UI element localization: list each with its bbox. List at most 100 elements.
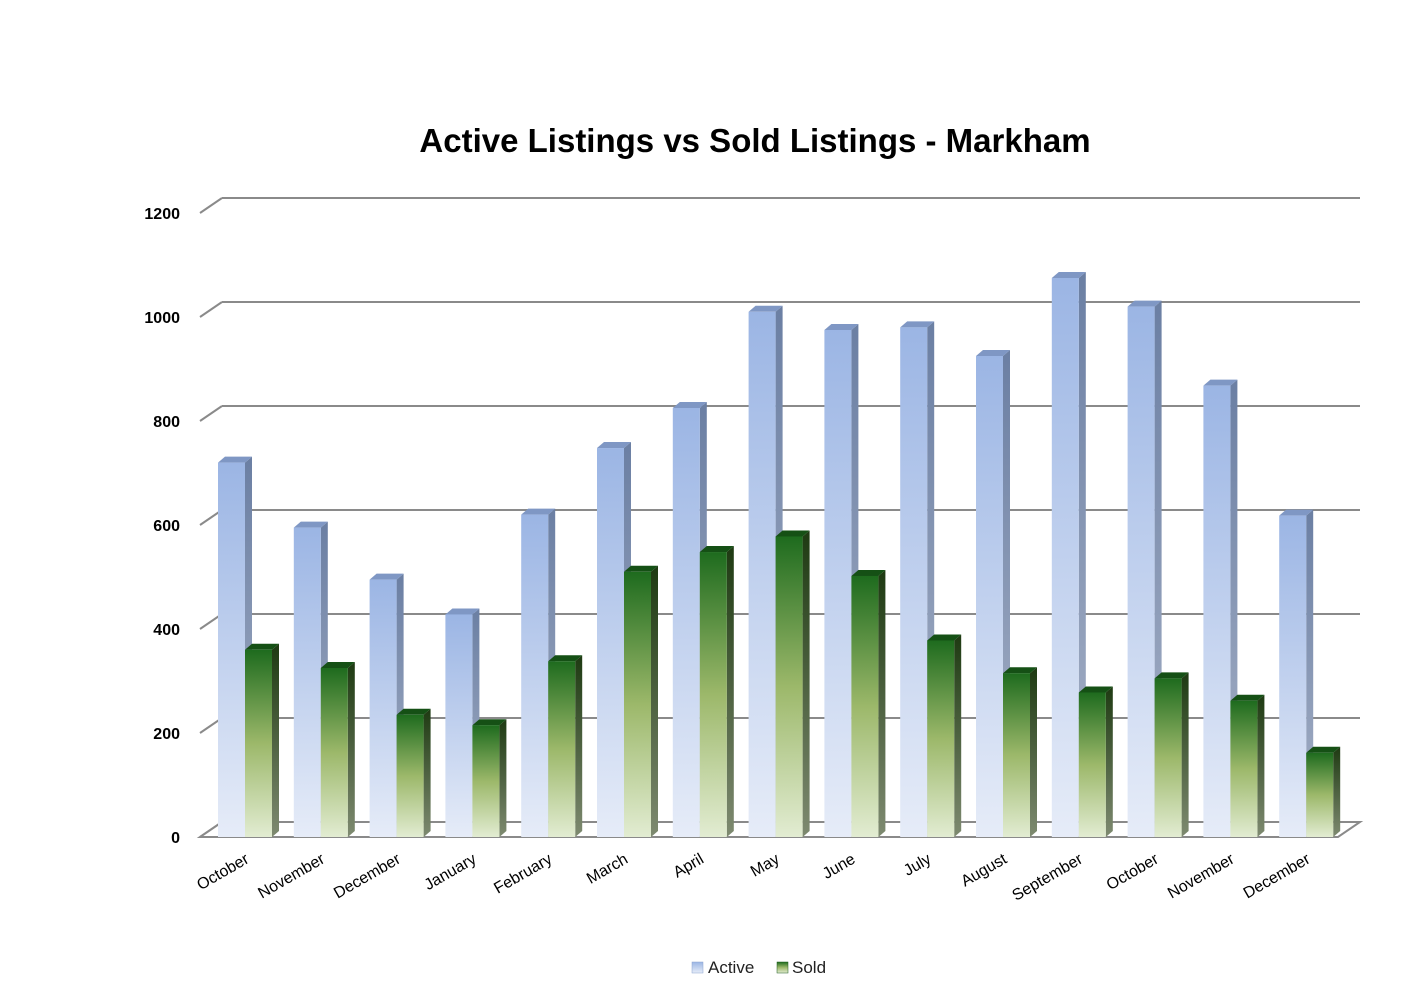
bar-sold: [320, 662, 355, 837]
x-tick-label: October: [1104, 850, 1162, 894]
x-tick-label: March: [584, 851, 631, 888]
x-axis-ticks: October November December January February Ma…: [194, 850, 1314, 904]
bar-front: [900, 327, 928, 837]
bar-top: [320, 662, 355, 668]
y-tick-label: 600: [153, 518, 180, 535]
bar-top: [1230, 694, 1265, 701]
bar-top: [699, 546, 734, 553]
bar-active: [521, 508, 556, 837]
bar-top: [1306, 746, 1341, 753]
bar-front: [1230, 700, 1258, 837]
bar-top: [900, 321, 935, 328]
bar-front: [245, 649, 272, 837]
bar-top: [245, 643, 279, 650]
bar-top: [1127, 300, 1162, 307]
bar-top: [775, 530, 810, 537]
bar-top: [521, 508, 556, 515]
bar-front: [1127, 306, 1155, 838]
y-axis-ticks: 0 200 400 600 800 1000 1200: [144, 206, 180, 847]
bar-front: [624, 571, 651, 837]
bar-top: [824, 324, 859, 330]
y-tick-label: 1200: [144, 206, 180, 223]
bar-front: [369, 579, 397, 837]
bar-top: [597, 442, 631, 449]
bar-front: [472, 725, 500, 837]
legend-label-active: Active: [708, 958, 754, 977]
bar-sold: [1078, 686, 1113, 837]
x-tick-label: August: [958, 850, 1010, 890]
x-tick-label: November: [1165, 850, 1238, 902]
bar-side: [726, 546, 734, 837]
bar-sold: [775, 530, 810, 837]
y-tick-label: 200: [153, 726, 180, 743]
bar-sold: [624, 565, 658, 837]
bar-side: [499, 719, 507, 837]
bar-top: [672, 402, 707, 408]
legend: Active Sold: [691, 958, 826, 977]
x-tick-label: December: [1241, 850, 1314, 902]
bar-top: [1003, 667, 1037, 674]
bar-sold: [1306, 746, 1341, 837]
bar-front: [548, 661, 576, 837]
bar-front: [1306, 752, 1334, 837]
y-tick-label: 0: [171, 830, 180, 847]
x-tick-label: October: [194, 850, 252, 894]
bar-active: [1127, 300, 1162, 838]
legend-swatch-active: [691, 961, 704, 974]
bar-side: [651, 565, 658, 837]
bar-side: [272, 643, 279, 837]
bar-sold: [245, 643, 279, 837]
bar-top: [445, 608, 480, 615]
bar-side: [423, 708, 431, 837]
bars: [218, 272, 1341, 838]
bar-front: [521, 514, 549, 837]
bar-side: [1257, 694, 1265, 837]
y-tick-label: 800: [153, 414, 180, 431]
y-tick-label: 1000: [144, 310, 180, 327]
bar-front: [218, 462, 245, 837]
y-tick-label: 400: [153, 622, 180, 639]
x-tick-label: April: [671, 851, 707, 882]
bar-active: [369, 573, 404, 837]
x-tick-label: November: [255, 850, 328, 902]
bar-top: [369, 573, 404, 580]
bar-front: [1078, 692, 1106, 837]
bar-top: [218, 456, 252, 463]
x-tick-label: May: [748, 851, 783, 881]
bar-front: [1154, 678, 1182, 837]
bar-sold: [472, 719, 507, 837]
bar-top: [624, 565, 658, 572]
bar-sold: [699, 546, 734, 837]
bar-front: [445, 614, 473, 837]
bar-top: [927, 634, 962, 641]
bar-top: [1279, 509, 1314, 516]
bar-top: [548, 655, 583, 662]
x-tick-label: September: [1010, 850, 1087, 904]
x-tick-label: December: [331, 850, 404, 902]
bar-top: [1154, 672, 1189, 679]
bar-front: [1051, 278, 1079, 837]
bar-top: [396, 708, 431, 715]
bar-side: [878, 569, 886, 837]
bar-top: [748, 305, 783, 312]
bar-front: [699, 552, 727, 837]
bar-sold: [396, 708, 431, 837]
bar-top: [293, 521, 328, 528]
bar-top: [851, 569, 886, 576]
x-tick-label: January: [422, 851, 480, 894]
bar-side: [954, 634, 962, 837]
bar-active: [748, 305, 783, 837]
bar-top: [976, 350, 1010, 356]
bar-sold: [1003, 667, 1037, 837]
bar-front: [775, 536, 803, 837]
bar-side: [1333, 746, 1341, 837]
bar-front: [1279, 515, 1307, 837]
bar-side: [1030, 667, 1037, 837]
bar-front: [293, 527, 321, 837]
bar-front: [597, 448, 624, 837]
bar-side: [347, 662, 355, 837]
bar-front: [976, 356, 1003, 837]
bar-front: [851, 575, 879, 837]
grid-line-connector: [199, 405, 223, 422]
